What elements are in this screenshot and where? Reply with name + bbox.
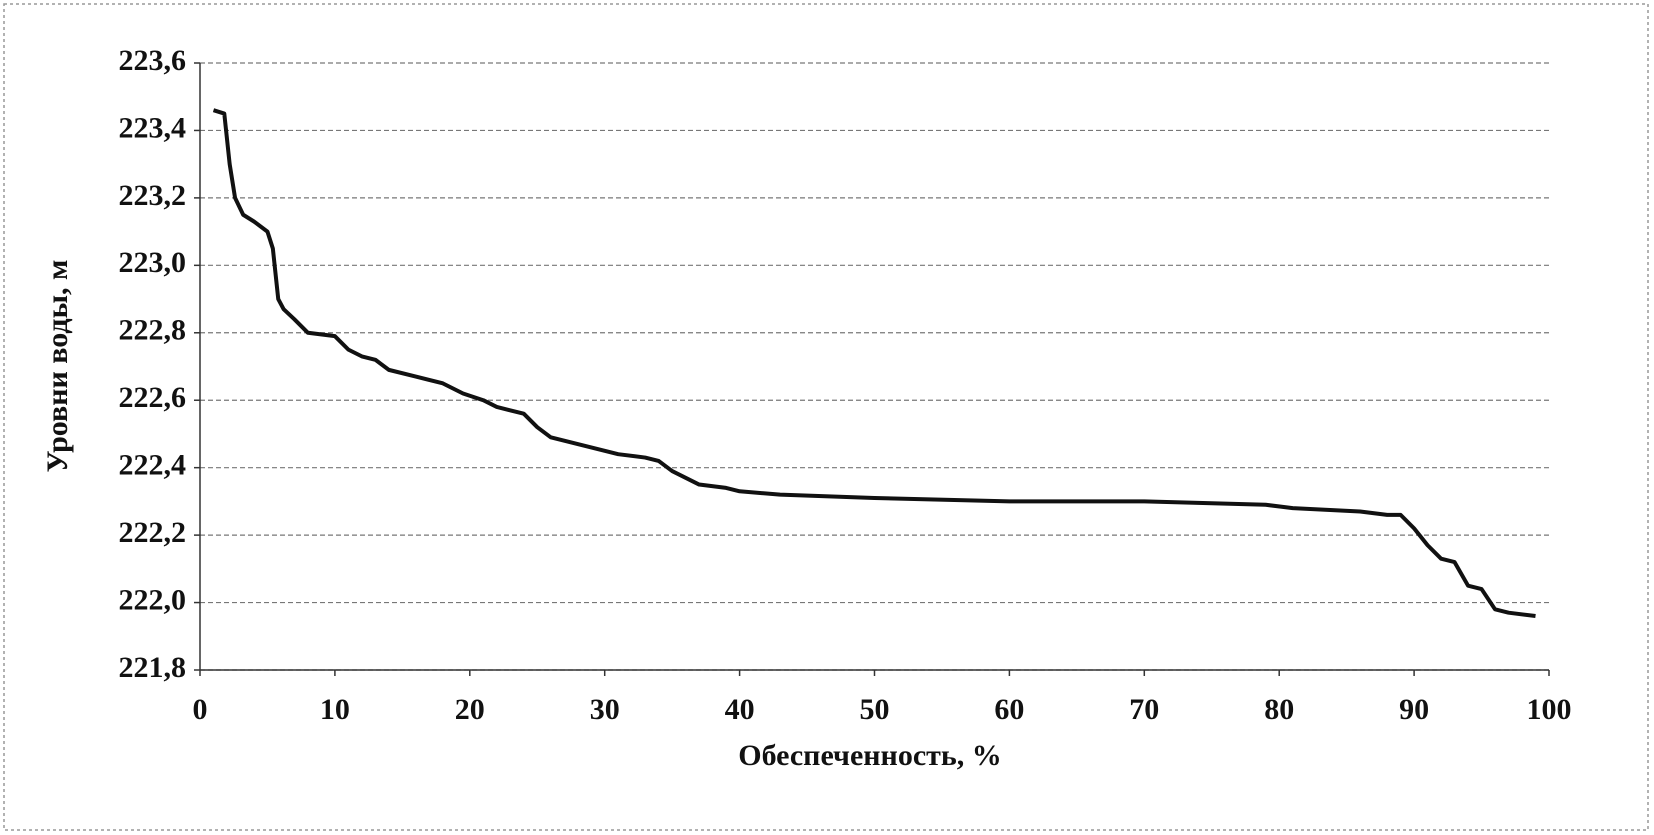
x-tick-label: 30 — [590, 693, 620, 726]
data-line — [212, 108, 1536, 619]
chart-border — [3, 3, 1649, 831]
y-tick-label: 222,4 — [119, 449, 187, 482]
y-tick-label: 223,4 — [119, 111, 187, 144]
y-tick-label: 222,2 — [119, 516, 187, 549]
x-tick-label: 40 — [725, 693, 755, 726]
y-tick-label: 223,2 — [119, 179, 187, 212]
y-tick-label: 222,8 — [119, 314, 187, 347]
x-tick-label: 0 — [193, 693, 208, 726]
x-axis-label: Обеспеченность, % — [738, 739, 1002, 772]
y-tick-label: 221,8 — [119, 651, 187, 684]
x-tick-label: 90 — [1399, 693, 1429, 726]
x-tick-label: 50 — [860, 693, 890, 726]
x-tick-label: 10 — [320, 693, 350, 726]
y-axis-label: Уровни воды, м — [41, 260, 74, 473]
x-tick-label: 70 — [1129, 693, 1159, 726]
y-tick-label: 223,6 — [119, 44, 187, 77]
y-tick-label: 222,0 — [119, 583, 187, 616]
y-tick-label: 222,6 — [119, 381, 187, 414]
x-tick-label: 80 — [1264, 693, 1294, 726]
x-tick-label: 20 — [455, 693, 485, 726]
x-tick-label: 100 — [1527, 693, 1572, 726]
x-tick-label: 60 — [994, 693, 1024, 726]
y-tick-label: 223,0 — [119, 246, 187, 279]
